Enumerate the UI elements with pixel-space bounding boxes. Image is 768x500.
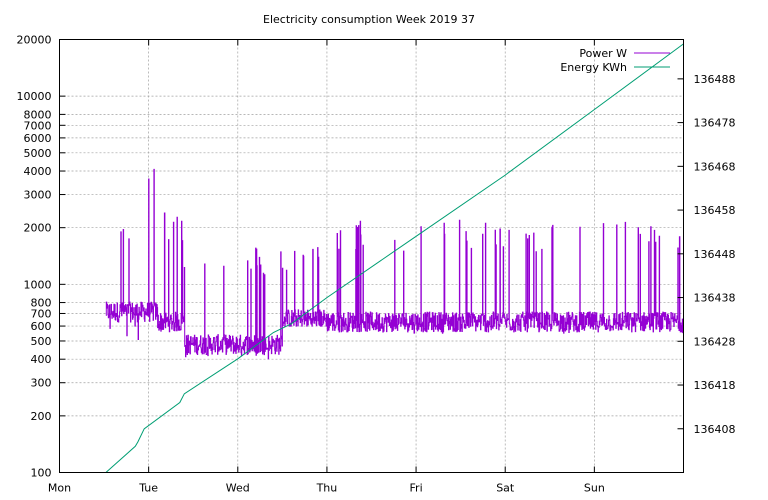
- x-tick-label: Mon: [48, 482, 71, 495]
- left-tick-label: 6000: [24, 132, 52, 145]
- right-tick-label: 136438: [694, 292, 736, 305]
- energy-series-line: [105, 43, 684, 473]
- left-tick-label: 5000: [24, 147, 52, 160]
- legend-label: Energy KWh: [560, 61, 627, 74]
- legend-label: Power W: [579, 47, 627, 60]
- right-tick-label: 136478: [694, 117, 736, 130]
- x-tick-label: Sun: [584, 482, 605, 495]
- x-tick-label: Sat: [496, 482, 515, 495]
- left-tick-label: 10000: [17, 90, 52, 103]
- left-tick-label: 3000: [24, 189, 52, 202]
- left-tick-label: 4000: [24, 165, 52, 178]
- plot-area: [105, 43, 684, 473]
- chart-title: Electricity consumption Week 2019 37: [263, 13, 475, 26]
- x-tick-label: Thu: [316, 482, 338, 495]
- right-tick-label: 136448: [694, 248, 736, 261]
- left-tick-label: 8000: [24, 108, 52, 121]
- left-tick-label: 400: [31, 353, 52, 366]
- left-tick-label: 700: [31, 307, 52, 320]
- left-tick-label: 600: [31, 320, 52, 333]
- plot-frame: [59, 39, 684, 473]
- grid: [59, 39, 684, 473]
- right-tick-label: 136458: [694, 204, 736, 217]
- right-tick-label: 136428: [694, 335, 736, 348]
- x-tick-label: Fri: [410, 482, 423, 495]
- right-tick-label: 136418: [694, 379, 736, 392]
- left-tick-label: 2000: [24, 222, 52, 235]
- x-tick-label: Tue: [138, 482, 158, 495]
- left-tick-label: 100: [31, 467, 52, 480]
- left-tick-label: 800: [31, 297, 52, 310]
- right-tick-label: 136488: [694, 73, 736, 86]
- right-tick-label: 136408: [694, 423, 736, 436]
- left-tick-label: 200: [31, 410, 52, 423]
- power-series-line: [105, 168, 684, 360]
- left-tick-label: 1000: [24, 278, 52, 291]
- left-tick-label: 300: [31, 377, 52, 390]
- left-tick-label: 500: [31, 335, 52, 348]
- right-tick-label: 136468: [694, 160, 736, 173]
- left-tick-label: 20000: [17, 34, 52, 47]
- left-tick-label: 7000: [24, 119, 52, 132]
- x-tick-label: Wed: [226, 482, 250, 495]
